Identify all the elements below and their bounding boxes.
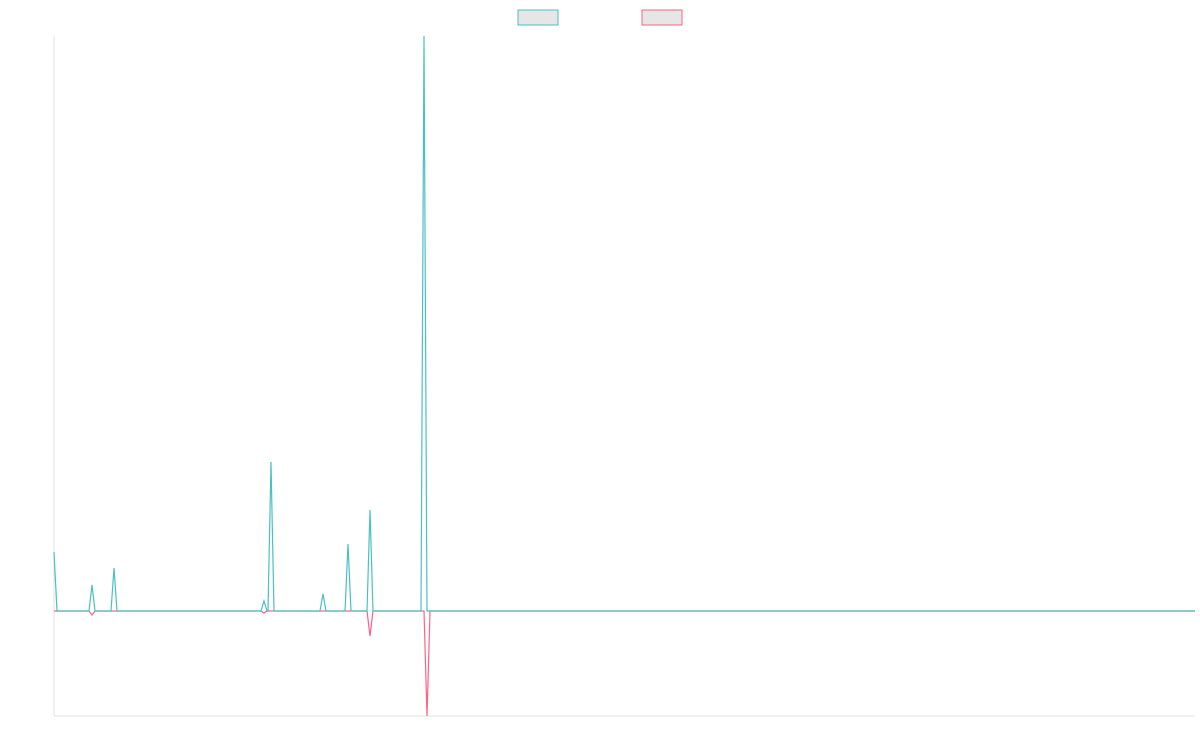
- line-series: [54, 610, 1195, 717]
- line-series: [53, 35, 1195, 612]
- legend-swatch: [517, 9, 559, 26]
- legend-swatch: [641, 9, 683, 26]
